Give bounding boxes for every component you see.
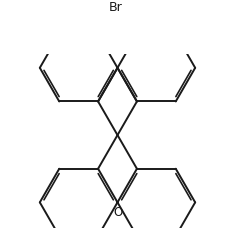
Text: Br: Br (109, 1, 123, 14)
Text: O: O (113, 205, 122, 218)
